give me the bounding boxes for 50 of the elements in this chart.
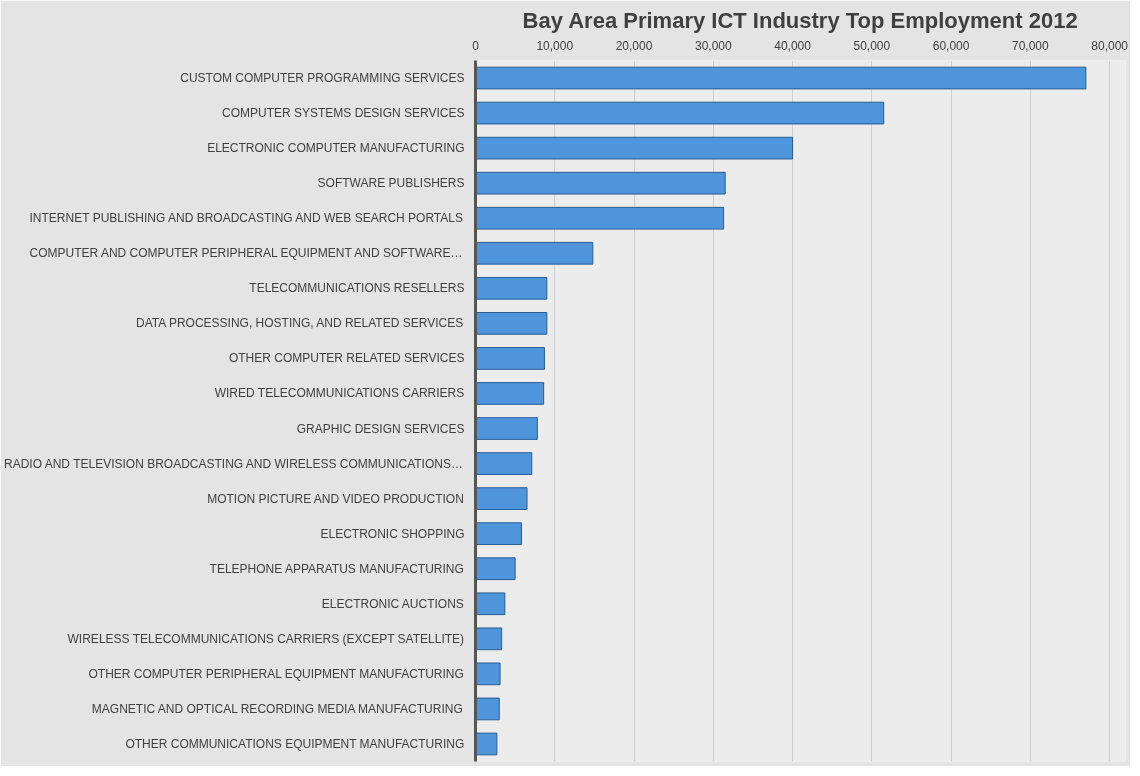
- y-tick-label: ELECTRONIC COMPUTER MANUFACTURING: [207, 141, 465, 156]
- bar: [475, 662, 501, 686]
- y-tick-label: INTERNET PUBLISHING AND BROADCASTING AND WEB SEARCH PORTALS: [29, 211, 463, 226]
- y-tick-label: RADIO AND TELEVISION BROADCASTING AND WIRELESS COMMUNICATIONS…: [4, 456, 463, 471]
- x-tick-label: 80,000: [1091, 38, 1129, 53]
- bar: [475, 697, 500, 721]
- y-tick-label: TELEPHONE APPARATUS MANUFACTURING: [209, 561, 464, 576]
- bar: [475, 592, 506, 616]
- bar: [475, 206, 725, 230]
- y-tick-label: GRAPHIC DESIGN SERVICES: [296, 421, 465, 436]
- bar: [475, 241, 594, 265]
- bar: [475, 171, 726, 195]
- y-tick-label: SOFTWARE PUBLISHERS: [317, 176, 465, 191]
- x-tick-label: 60,000: [932, 38, 970, 53]
- y-tick-label: ELECTRONIC SHOPPING: [320, 526, 465, 541]
- y-tick-label: WIRED TELECOMMUNICATIONS CARRIERS: [214, 386, 465, 401]
- y-tick-label: OTHER COMMUNICATIONS EQUIPMENT MANUFACTURING: [125, 736, 465, 751]
- bar: [475, 382, 545, 405]
- x-tick-label: 30,000: [694, 38, 732, 53]
- x-tick-label: 40,000: [774, 38, 812, 53]
- bar: [475, 557, 516, 581]
- y-tick-label: MAGNETIC AND OPTICAL RECORDING MEDIA MANUFACTURING: [91, 701, 463, 716]
- bar: [475, 732, 498, 756]
- y-tick-label: DATA PROCESSING, HOSTING, AND RELATED SERVICES: [135, 316, 464, 331]
- bar: [475, 101, 885, 125]
- y-tick-label: MOTION PICTURE AND VIDEO PRODUCTION: [207, 491, 464, 506]
- bar: [475, 522, 522, 546]
- x-tick-label: 0: [472, 38, 480, 53]
- y-tick-label: COMPUTER AND COMPUTER PERIPHERAL EQUIPMENT AND SOFTWARE…: [29, 246, 463, 261]
- bar: [475, 627, 503, 651]
- bar: [475, 417, 538, 440]
- y-tick-label: ELECTRONIC AUCTIONS: [321, 596, 464, 611]
- bar: [475, 487, 528, 510]
- x-tick-label: 10,000: [536, 38, 574, 53]
- y-tick-label: OTHER COMPUTER RELATED SERVICES: [228, 351, 465, 366]
- bar: [475, 276, 548, 300]
- bar: [475, 312, 548, 335]
- y-tick-label: COMPUTER SYSTEMS DESIGN SERVICES: [222, 106, 465, 121]
- y-tick-label: TELECOMMUNICATIONS RESELLERS: [249, 281, 465, 296]
- y-tick-label: WIRELESS TELECOMMUNICATIONS CARRIERS (EXCEPT SATELLITE): [67, 631, 465, 646]
- y-tick-label: OTHER COMPUTER PERIPHERAL EQUIPMENT MANUFACTURING: [88, 666, 464, 681]
- chart-title: Bay Area Primary ICT Industry Top Employment 2012: [522, 7, 1078, 33]
- x-tick-label: 70,000: [1012, 38, 1050, 53]
- x-tick-label: 50,000: [853, 38, 891, 53]
- bar: [475, 347, 545, 370]
- bar: [475, 452, 533, 475]
- bar: [475, 66, 1087, 90]
- y-tick-label: CUSTOM COMPUTER PROGRAMMING SERVICES: [180, 71, 465, 86]
- x-tick-label: 20,000: [615, 38, 653, 53]
- bar: [475, 136, 794, 160]
